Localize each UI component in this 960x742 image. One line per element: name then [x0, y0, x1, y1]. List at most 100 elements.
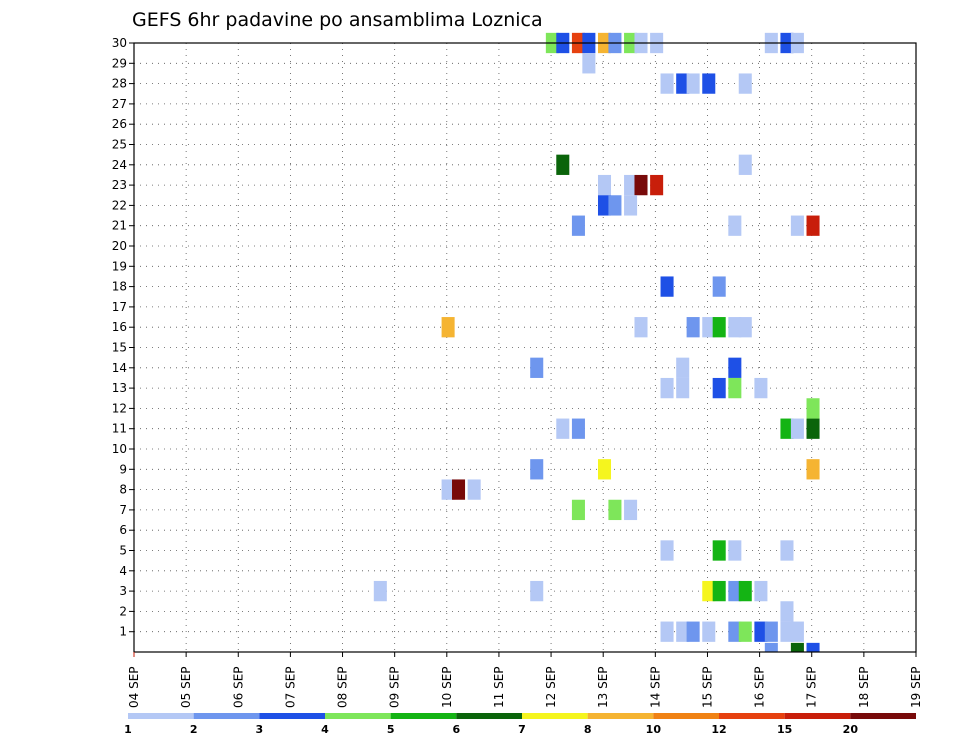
x-tick-label: 16 SEP	[753, 666, 767, 708]
data-cell	[530, 580, 544, 602]
data-cell	[728, 621, 742, 642]
data-cell	[686, 621, 700, 642]
data-cell	[530, 459, 544, 480]
data-cell	[660, 377, 674, 399]
data-cell	[738, 154, 752, 175]
x-tick-label: 11 SEP	[492, 666, 506, 708]
data-cell	[556, 418, 570, 439]
data-cell	[780, 621, 794, 642]
y-tick-label: 7	[119, 503, 127, 517]
data-cell	[728, 580, 742, 602]
data-cell	[624, 174, 638, 196]
y-tick-label: 15	[112, 341, 127, 355]
x-tick-label: 18 SEP	[857, 666, 871, 708]
x-tick-label: 09 SEP	[388, 666, 402, 708]
data-cell	[676, 621, 690, 642]
data-cell	[754, 580, 768, 602]
data-cell	[624, 499, 638, 521]
x-axis: 04 SEP 05 SEP 06 SEP 07 SEP 08 SEP 09 SEP 10 S…	[127, 652, 923, 708]
data-cell	[702, 580, 716, 602]
data-cell	[738, 580, 752, 602]
data-cell	[728, 317, 742, 338]
data-cell	[597, 174, 612, 196]
data-cell	[686, 317, 700, 338]
legend-swatch	[653, 713, 719, 719]
y-axis: 1234567891011121314151617181920212223242…	[112, 36, 134, 639]
data-cell	[530, 357, 544, 378]
y-tick-label: 27	[112, 97, 127, 111]
data-cell	[702, 73, 716, 94]
legend-label: 15	[777, 723, 792, 736]
legend-swatch	[325, 713, 391, 719]
data-cell	[441, 479, 455, 500]
y-tick-label: 10	[112, 442, 127, 456]
y-tick-label: 9	[119, 462, 127, 476]
y-tick-label: 11	[112, 422, 127, 436]
y-tick-label: 25	[112, 138, 127, 152]
data-cell	[754, 621, 768, 642]
legend-swatch	[456, 713, 522, 719]
data-cell	[571, 499, 585, 521]
data-cell	[806, 398, 820, 419]
x-tick-label: 14 SEP	[648, 666, 662, 708]
data-cell	[806, 215, 820, 236]
data-cell	[676, 377, 690, 399]
x-tick-label: 12 SEP	[544, 666, 558, 708]
data-cell	[571, 418, 585, 439]
data-cell	[790, 621, 804, 642]
color-legend: 1 2 3 4 5 6 7 8 10 12 15 20	[124, 713, 916, 736]
data-cell	[806, 418, 820, 439]
y-tick-label: 30	[112, 36, 127, 50]
legend-label: 7	[518, 723, 526, 736]
data-cell	[556, 154, 570, 175]
data-cell	[806, 459, 820, 480]
data-cell	[780, 601, 794, 622]
data-cell	[608, 499, 622, 521]
y-tick-label: 2	[119, 604, 127, 618]
data-cell	[597, 459, 612, 480]
data-cell	[467, 479, 481, 500]
legend-swatch	[784, 713, 851, 719]
y-tick-label: 21	[112, 219, 127, 233]
legend-swatch	[522, 713, 588, 719]
legend-label: 4	[321, 723, 329, 736]
data-cell	[660, 621, 674, 642]
data-cell	[597, 195, 612, 216]
y-tick-label: 4	[119, 564, 127, 578]
y-tick-label: 28	[112, 77, 127, 91]
data-cell	[676, 73, 690, 94]
x-tick-label: 05 SEP	[179, 666, 193, 708]
legend-label: 5	[387, 723, 395, 736]
data-cell	[712, 540, 726, 561]
y-tick-label: 20	[112, 239, 127, 253]
data-cell	[676, 357, 690, 378]
y-tick-label: 17	[112, 300, 127, 314]
data-cell	[728, 377, 742, 399]
y-tick-label: 14	[112, 361, 127, 375]
data-cell	[624, 195, 638, 216]
legend-swatch	[850, 713, 916, 719]
y-tick-label: 22	[112, 198, 127, 212]
legend-label: 12	[711, 723, 726, 736]
y-tick-label: 26	[112, 117, 127, 131]
data-cell	[660, 276, 674, 297]
data-cell	[728, 215, 742, 236]
x-tick-label: 08 SEP	[336, 666, 350, 708]
data-cell	[712, 276, 726, 297]
data-cell	[571, 215, 585, 236]
data-cell	[790, 642, 804, 652]
x-tick-label: 06 SEP	[231, 666, 245, 708]
x-tick-label: 19 SEP	[909, 666, 923, 708]
data-cell	[441, 317, 455, 338]
data-cell	[582, 53, 596, 74]
legend-label: 10	[646, 723, 662, 736]
x-tick-label: 10 SEP	[440, 666, 454, 708]
y-tick-label: 18	[112, 280, 127, 294]
x-tick-label: 04 SEP	[127, 666, 141, 708]
data-cell	[712, 317, 726, 338]
legend-swatch	[587, 713, 654, 719]
legend-swatch	[390, 713, 457, 719]
y-tick-label: 12	[112, 401, 127, 415]
legend-swatch	[719, 713, 785, 719]
